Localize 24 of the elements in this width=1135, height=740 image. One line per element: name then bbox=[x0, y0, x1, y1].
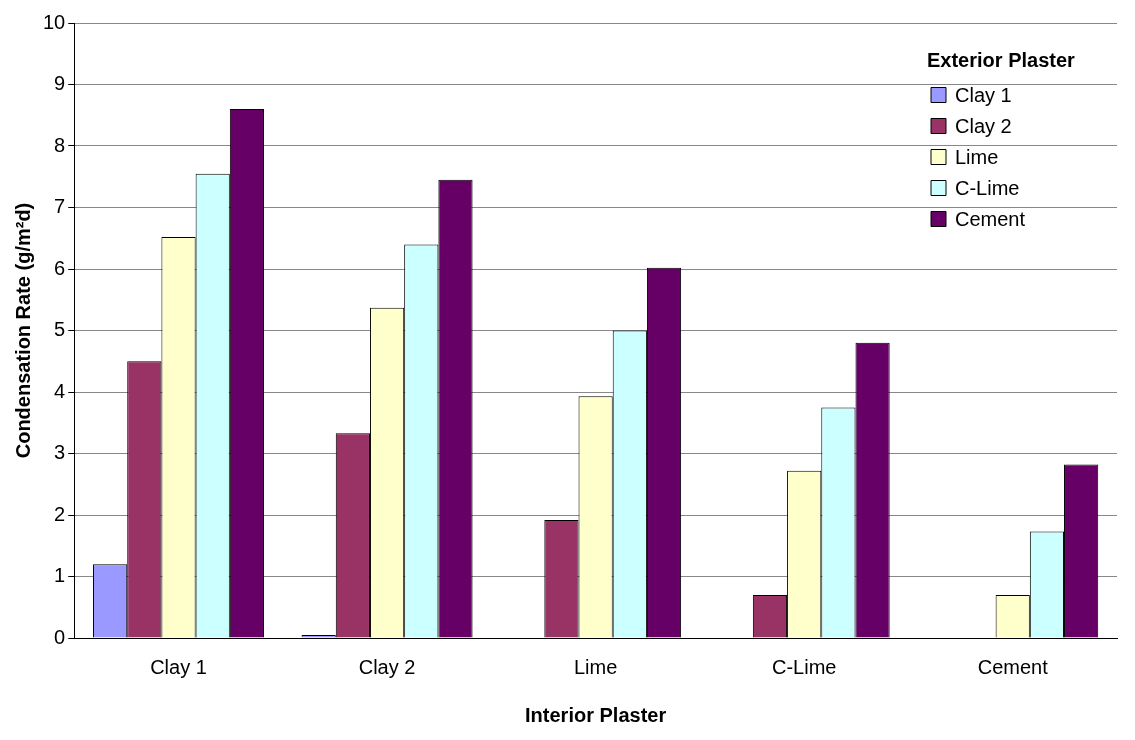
y-tick-label: 10 bbox=[43, 10, 66, 33]
y-tick-label: 4 bbox=[54, 379, 66, 402]
y-tick-label: 2 bbox=[54, 502, 66, 525]
legend-label: Cement bbox=[955, 207, 1026, 230]
y-tick-label: 3 bbox=[54, 441, 66, 464]
y-tick-label: 8 bbox=[54, 133, 66, 156]
y-tick-label: 1 bbox=[54, 564, 66, 587]
y-tick-label: 5 bbox=[54, 318, 66, 341]
y-tick-label: 7 bbox=[54, 195, 66, 218]
x-tick-label: Clay 1 bbox=[150, 655, 207, 678]
legend-label: C-Lime bbox=[955, 176, 1020, 199]
y-tick-label: 6 bbox=[54, 256, 66, 279]
legend-label: Clay 2 bbox=[955, 114, 1012, 137]
legend-label: Lime bbox=[955, 145, 999, 168]
x-tick-label: Clay 2 bbox=[358, 655, 416, 678]
y-tick-label: 0 bbox=[54, 625, 66, 648]
x-tick-label: Lime bbox=[573, 655, 618, 678]
x-axis-title: Interior Plaster bbox=[525, 703, 667, 726]
x-tick-label: Cement bbox=[977, 655, 1049, 678]
legend-title: Exterior Plaster bbox=[927, 48, 1076, 71]
y-tick-label: 9 bbox=[54, 72, 66, 95]
y-axis-title: Condensation Rate (g/m²d) bbox=[11, 202, 34, 459]
x-tick-label: C-Lime bbox=[771, 655, 837, 678]
legend-label: Clay 1 bbox=[955, 83, 1012, 106]
